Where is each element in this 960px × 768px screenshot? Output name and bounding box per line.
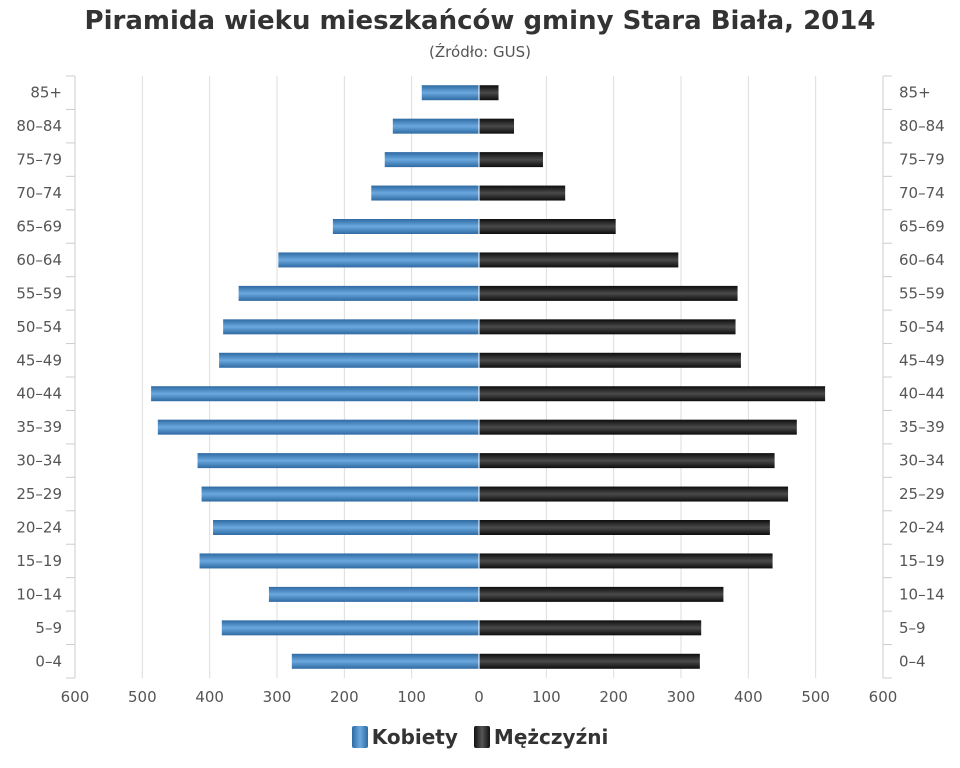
y-tick-label-right: 5–9 [899,619,926,637]
y-tick-label-right: 45–49 [899,351,945,369]
bar-female [278,252,479,268]
y-tick-label-left: 70–74 [16,184,62,202]
x-tick-label: 600 [869,688,898,706]
y-tick-label-left: 80–84 [16,117,62,135]
y-tick-label-left: 45–49 [16,351,62,369]
bar-female [421,85,479,101]
y-tick-label-right: 75–79 [899,151,945,169]
y-tick-label-right: 25–29 [899,485,945,503]
y-tick-label-left: 55–59 [16,284,62,302]
y-tick-label-right: 85+ [899,84,931,102]
y-tick-label-left: 75–79 [16,151,62,169]
chart-title: Piramida wieku mieszkańców gminy Stara B… [84,6,876,36]
x-tick-label: 200 [599,688,628,706]
bar-male [479,285,738,301]
bar-female [332,219,479,234]
y-tick-label-right: 15–19 [899,552,945,570]
bar-male [479,352,741,368]
y-tick-label-right: 65–69 [899,218,945,236]
y-tick-label-right: 40–44 [899,385,945,403]
x-tick-label: 100 [397,688,426,706]
bar-male [479,586,724,602]
bar-female [219,352,480,368]
bar-male [479,319,736,335]
chart-subtitle: (Źródło: GUS) [429,43,531,61]
legend-item-male[interactable]: Mężczyźni [473,725,609,749]
bar-female [199,553,480,569]
bar-female [268,586,479,602]
x-tick-label: 300 [667,688,696,706]
bar-male [479,219,616,234]
bar-female [291,653,479,669]
bar-female [221,620,479,636]
bar-male [479,553,773,569]
bar-female [371,185,479,201]
bar-male [479,386,826,402]
x-tick-label: 400 [195,688,224,706]
x-tick-label: 500 [801,688,830,706]
y-tick-label-right: 35–39 [899,418,945,436]
y-tick-label-right: 10–14 [899,585,945,603]
bar-female [197,453,479,469]
bar-female [238,285,479,301]
bar-female [151,386,479,402]
x-tick-label: 500 [128,688,157,706]
y-tick-label-right: 60–64 [899,251,945,269]
y-tick-label-left: 30–34 [16,452,62,470]
axis-layer [66,75,892,679]
bar-male [479,85,499,101]
bar-male [479,453,775,469]
bar-male [479,152,543,168]
bar-female [392,118,479,134]
legend-swatch-female [351,726,368,748]
bar-female [223,319,479,335]
x-tick-label: 400 [734,688,763,706]
y-tick-label-left: 50–54 [16,318,62,336]
y-tick-label-left: 20–24 [16,519,62,537]
legend-item-female[interactable]: Kobiety [351,725,458,749]
bar-male [479,185,566,201]
x-tick-label: 100 [532,688,561,706]
bar-male [479,118,515,134]
bar-male [479,419,797,435]
x-tick-label: 600 [61,688,90,706]
bar-male [479,653,700,669]
y-tick-label-right: 20–24 [899,519,945,537]
bars-layer [151,76,826,678]
bar-male [479,620,702,636]
labels-layer: 600 500 400 300 200 100 0 100 200 300 400 500 600 85+… [16,84,944,706]
x-tick-label: 0 [474,688,484,706]
legend-label-male: Mężczyźni [493,725,609,749]
bar-female [157,419,479,435]
bar-male [479,520,770,535]
y-tick-label-left: 15–19 [16,552,62,570]
y-tick-label-right: 70–74 [899,184,945,202]
y-tick-label-right: 0–4 [899,652,926,670]
x-tick-label: 200 [330,688,359,706]
y-tick-label-right: 80–84 [899,117,945,135]
y-tick-label-left: 0–4 [35,652,62,670]
bar-female [384,152,479,168]
y-tick-label-right: 50–54 [899,318,945,336]
y-tick-label-left: 65–69 [16,218,62,236]
legend: Kobiety Mężczyźni [0,722,960,752]
y-tick-label-left: 5–9 [35,619,62,637]
y-tick-label-left: 85+ [30,84,62,102]
bar-female [201,486,479,502]
bar-male [479,252,679,268]
y-tick-label-left: 35–39 [16,418,62,436]
y-tick-label-right: 55–59 [899,284,945,302]
y-tick-label-left: 40–44 [16,385,62,403]
bar-female [213,520,480,535]
y-tick-label-left: 60–64 [16,251,62,269]
bar-male [479,486,789,502]
y-tick-label-left: 10–14 [16,585,62,603]
x-tick-label: 300 [263,688,292,706]
y-tick-label-left: 25–29 [16,485,62,503]
legend-label-female: Kobiety [371,725,458,749]
legend-swatch-male [473,726,490,748]
y-tick-label-right: 30–34 [899,452,945,470]
